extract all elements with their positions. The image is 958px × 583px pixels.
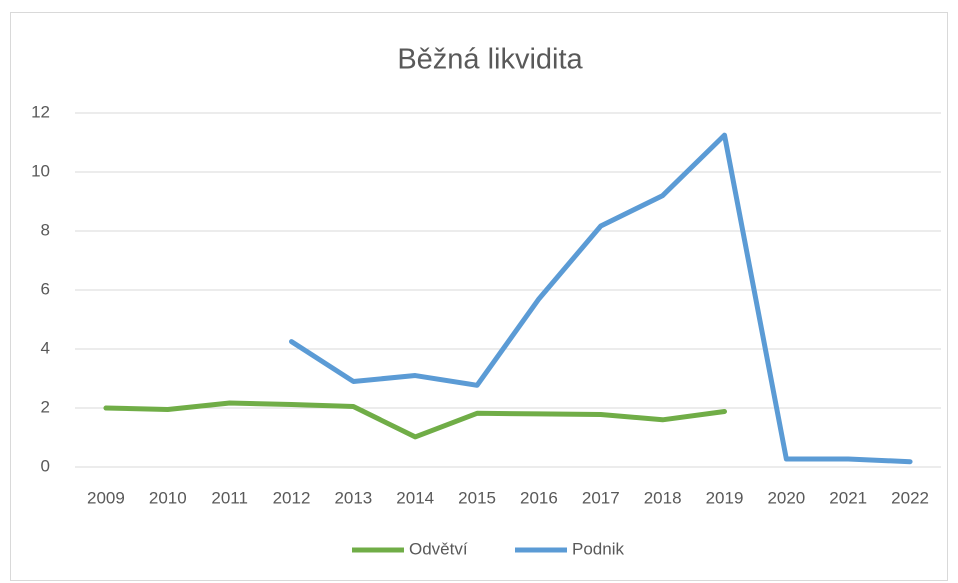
x-tick-label: 2013 xyxy=(334,488,372,507)
x-tick-label: 2010 xyxy=(149,488,187,507)
x-tick-label: 2018 xyxy=(644,488,682,507)
x-tick-label: 2015 xyxy=(458,488,496,507)
y-tick-label: 0 xyxy=(41,456,50,475)
x-tick-label: 2021 xyxy=(829,488,867,507)
x-tick-label: 2011 xyxy=(211,488,248,507)
y-tick-label: 4 xyxy=(41,338,50,357)
y-tick-label: 6 xyxy=(41,279,50,298)
legend-label: Odvětví xyxy=(409,539,468,558)
series-line xyxy=(103,400,727,440)
y-tick-label: 12 xyxy=(31,102,50,121)
x-tick-label: 2020 xyxy=(767,488,805,507)
x-tick-label: 2017 xyxy=(582,488,620,507)
y-tick-label: 10 xyxy=(31,161,50,180)
chart-border xyxy=(10,12,948,581)
x-tick-label: 2009 xyxy=(87,488,125,507)
x-tick-label: 2012 xyxy=(273,488,311,507)
y-tick-label: 2 xyxy=(41,397,50,416)
x-tick-label: 2014 xyxy=(396,488,434,507)
y-tick-label: 8 xyxy=(41,220,50,239)
x-tick-label: 2022 xyxy=(891,488,929,507)
legend-label: Podnik xyxy=(572,539,624,558)
chart-title: Běžná likvidita xyxy=(397,44,583,76)
x-tick-label: 2019 xyxy=(706,488,744,507)
series-line xyxy=(289,132,913,465)
x-tick-label: 2016 xyxy=(520,488,558,507)
